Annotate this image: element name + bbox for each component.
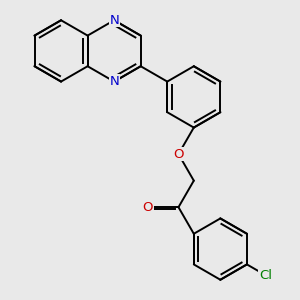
Text: Cl: Cl — [259, 268, 272, 282]
Text: N: N — [109, 75, 119, 88]
Text: O: O — [142, 201, 153, 214]
Text: O: O — [173, 148, 184, 160]
Text: N: N — [109, 14, 119, 27]
